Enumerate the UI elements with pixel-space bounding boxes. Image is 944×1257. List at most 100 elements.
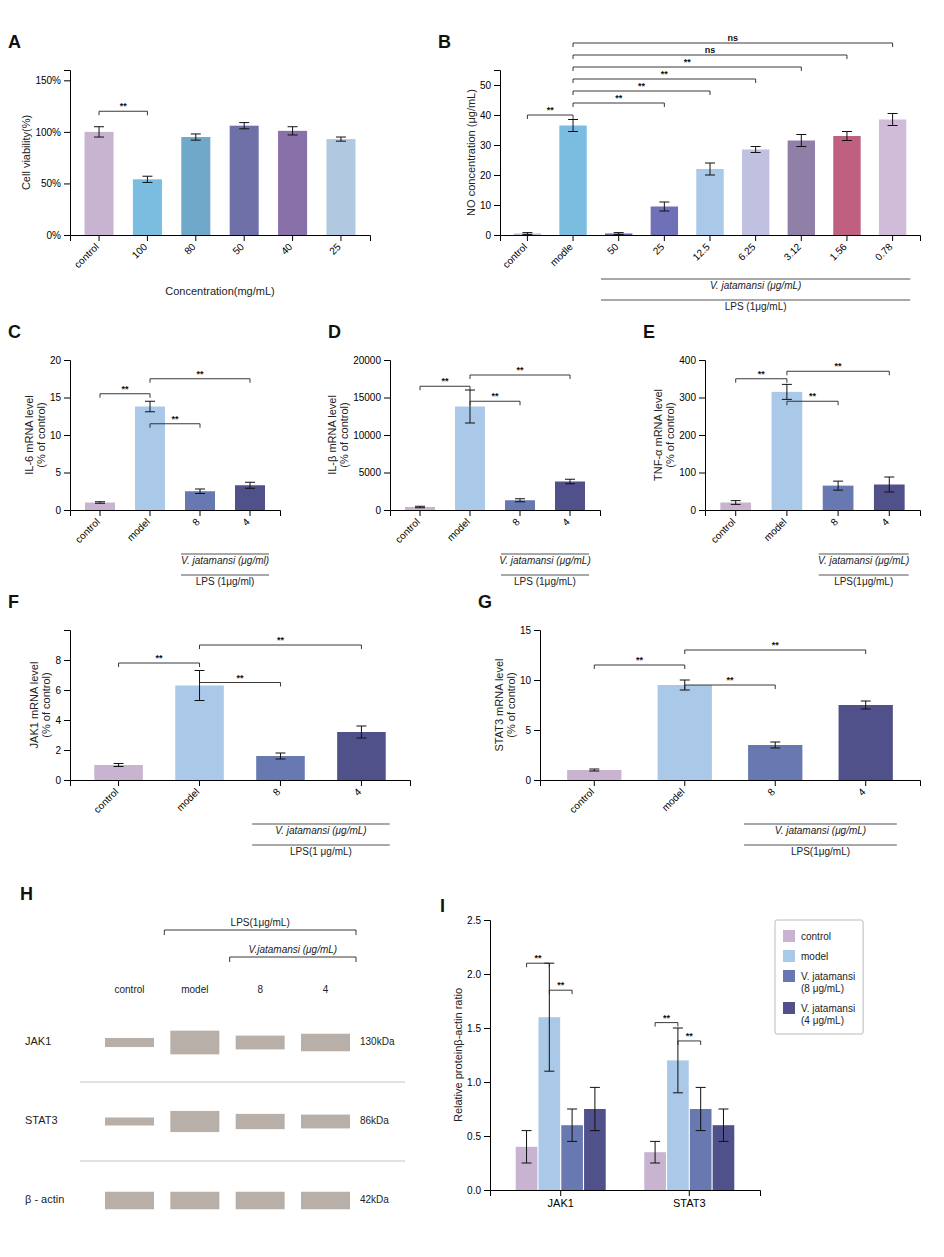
x-tick-mark bbox=[470, 510, 471, 516]
x-tick-mark bbox=[689, 1190, 690, 1196]
x-tick-mark bbox=[865, 780, 866, 786]
significance-bracket bbox=[150, 379, 250, 383]
legend-item: control bbox=[783, 930, 831, 942]
x-tick-mark bbox=[280, 780, 281, 786]
y-axis-title-line: (% of control) bbox=[40, 672, 52, 737]
x-tick-mark bbox=[520, 510, 521, 516]
significance-bracket bbox=[99, 111, 147, 115]
y-tick: 10 bbox=[50, 430, 70, 441]
x-tick: 4 bbox=[856, 780, 868, 798]
y-tick-label: 0 bbox=[55, 775, 61, 786]
significance-bracket bbox=[787, 401, 838, 405]
significance-bracket bbox=[420, 386, 470, 390]
y-axis: 05000100001500020000 bbox=[353, 355, 390, 516]
axis-annotation: V. jatamansi (μg/mL) bbox=[710, 280, 801, 291]
y-tick: 0.5 bbox=[467, 1131, 490, 1142]
x-tick-label: 4 bbox=[879, 516, 891, 528]
x-axis-line bbox=[71, 781, 411, 787]
error-bar bbox=[567, 1109, 577, 1141]
x-axis-line bbox=[71, 236, 371, 242]
significance-label: ** bbox=[684, 57, 692, 67]
x-tick-mark bbox=[250, 510, 251, 516]
x-tick-label: 8 bbox=[828, 516, 840, 528]
band bbox=[236, 1192, 285, 1210]
y-axis-line bbox=[384, 361, 391, 511]
y-tick-label: 2.0 bbox=[467, 969, 481, 980]
y-tick: 300 bbox=[679, 392, 705, 403]
x-tick-mark bbox=[560, 1190, 561, 1196]
band bbox=[301, 1034, 350, 1052]
x-tick-mark bbox=[892, 235, 893, 241]
band-row bbox=[105, 1111, 350, 1132]
x-tick-label: control bbox=[91, 786, 120, 815]
y-axis-title-line: NO concentration (μg/mL) bbox=[465, 89, 477, 216]
bar bbox=[605, 234, 632, 236]
x-tick-mark bbox=[889, 510, 890, 516]
x-tick: control bbox=[709, 510, 738, 545]
legend-swatch bbox=[783, 950, 795, 962]
axis-annotation: V. jatamansi (μg/mL) bbox=[275, 825, 366, 836]
axis-annotation: LPS (1μg/mL) bbox=[514, 576, 576, 587]
x-tick-label: 1.56 bbox=[827, 241, 849, 263]
y-tick-label: 50% bbox=[41, 178, 61, 189]
y-tick: 20 bbox=[480, 170, 500, 181]
y-tick-mark bbox=[484, 974, 490, 975]
significance-bracket bbox=[573, 103, 664, 107]
band-kda: 86kDa bbox=[360, 1115, 389, 1126]
y-axis: 01020304050 bbox=[480, 71, 501, 241]
error-bar bbox=[614, 233, 624, 235]
y-tick: 0% bbox=[47, 230, 70, 241]
x-tick: control bbox=[500, 235, 529, 270]
x-axis-line bbox=[71, 511, 281, 517]
panel-label: C bbox=[8, 322, 21, 342]
significance-label: ** bbox=[171, 414, 179, 424]
significance-bracket bbox=[150, 424, 200, 428]
y-tick-mark bbox=[384, 510, 390, 511]
significance-label: ** bbox=[772, 640, 780, 650]
x-axis: JAK1STAT3 bbox=[491, 1190, 761, 1209]
significance-bracket bbox=[119, 663, 200, 667]
y-axis-line bbox=[64, 361, 71, 511]
x-tick: 50 bbox=[605, 235, 621, 257]
y-tick-label: 0 bbox=[485, 230, 491, 241]
y-tick-label: 6 bbox=[55, 685, 61, 696]
significance-label: ** bbox=[547, 105, 555, 115]
x-tick-label: STAT3 bbox=[673, 1197, 706, 1209]
x-tick-mark bbox=[361, 780, 362, 786]
y-tick: 1.0 bbox=[467, 1077, 490, 1088]
y-tick: 100% bbox=[35, 127, 70, 138]
significance-bracket bbox=[470, 401, 520, 405]
y-tick: 10000 bbox=[353, 430, 390, 441]
x-axis: controlmodel84 bbox=[71, 510, 281, 545]
band-label: JAK1 bbox=[25, 1035, 51, 1047]
x-tick-mark bbox=[594, 780, 595, 786]
significance-bracket bbox=[678, 1041, 701, 1045]
bar bbox=[230, 126, 259, 235]
panel-label: I bbox=[440, 896, 445, 916]
header-label: LPS(1μg/mL) bbox=[231, 917, 290, 928]
error-bar bbox=[589, 769, 599, 771]
y-tick: 10 bbox=[480, 200, 500, 211]
significance-label: ** bbox=[491, 391, 499, 401]
x-tick: 8 bbox=[765, 780, 777, 798]
bar bbox=[559, 126, 586, 236]
y-tick-mark bbox=[64, 473, 70, 474]
significance-label: ** bbox=[686, 1031, 694, 1041]
y-tick-label: 0 bbox=[55, 505, 61, 516]
x-tick-mark bbox=[200, 510, 201, 516]
y-tick: 20 bbox=[50, 355, 70, 366]
bar bbox=[85, 132, 114, 235]
y-axis-line bbox=[494, 71, 501, 236]
x-tick-mark bbox=[618, 235, 619, 241]
x-tick-mark bbox=[573, 235, 574, 241]
band bbox=[301, 1115, 350, 1129]
bar bbox=[326, 139, 355, 235]
y-tick-label: 0 bbox=[690, 505, 696, 516]
y-axis-line bbox=[64, 71, 71, 236]
significance-label: ** bbox=[615, 93, 623, 103]
y-tick-label: 300 bbox=[679, 392, 696, 403]
y-tick-mark bbox=[699, 435, 705, 436]
x-tick-label: 8 bbox=[271, 786, 283, 798]
y-tick-mark bbox=[384, 473, 390, 474]
y-tick-mark bbox=[699, 398, 705, 399]
